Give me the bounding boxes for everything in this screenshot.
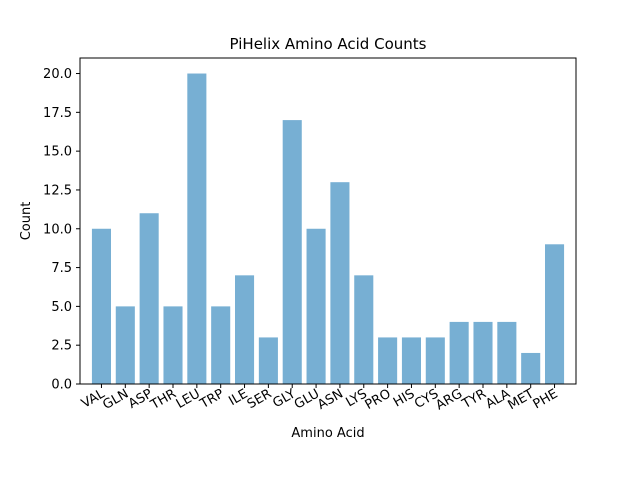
- plot-frame: [79, 57, 577, 385]
- x-axis-label: Amino Acid: [291, 426, 364, 441]
- bar-asn: [330, 182, 350, 384]
- y-axis-label: Count: [19, 202, 34, 241]
- bar-gln: [115, 306, 135, 384]
- y-tick-label: 12.5: [43, 183, 72, 198]
- chart-title: PiHelix Amino Acid Counts: [230, 35, 427, 53]
- y-tick-label: 17.5: [43, 106, 72, 121]
- bar-his: [401, 337, 421, 384]
- bar-val: [91, 228, 111, 384]
- bar-ala: [497, 321, 517, 384]
- bar-met: [521, 352, 541, 384]
- bars-group: [91, 73, 565, 385]
- bar-glu: [306, 228, 326, 384]
- bar-thr: [163, 306, 183, 384]
- bar-trp: [211, 306, 231, 384]
- y-tick-label: 0.0: [51, 378, 72, 393]
- y-tick-label: 2.5: [51, 339, 72, 354]
- bar-arg: [449, 321, 469, 384]
- bar-leu: [187, 73, 207, 385]
- bar-pro: [378, 337, 398, 384]
- bar-phe: [545, 244, 565, 384]
- bar-lys: [354, 275, 374, 384]
- y-ticks-group: 0.0 2.5 5.0 7.5 10.0 12.5 15.0 17.5 20.0: [43, 67, 80, 393]
- bar-cys: [425, 337, 445, 384]
- y-tick-label: 15.0: [43, 145, 72, 160]
- y-tick-label: 5.0: [51, 300, 72, 315]
- y-tick-label: 20.0: [43, 67, 72, 82]
- bar-ser: [258, 337, 278, 384]
- bar-ile: [235, 275, 255, 384]
- bar-tyr: [473, 321, 493, 384]
- bar-gly: [282, 120, 302, 384]
- y-tick-label: 7.5: [51, 261, 72, 276]
- y-tick-label: 10.0: [43, 222, 72, 237]
- bar-asp: [139, 213, 159, 384]
